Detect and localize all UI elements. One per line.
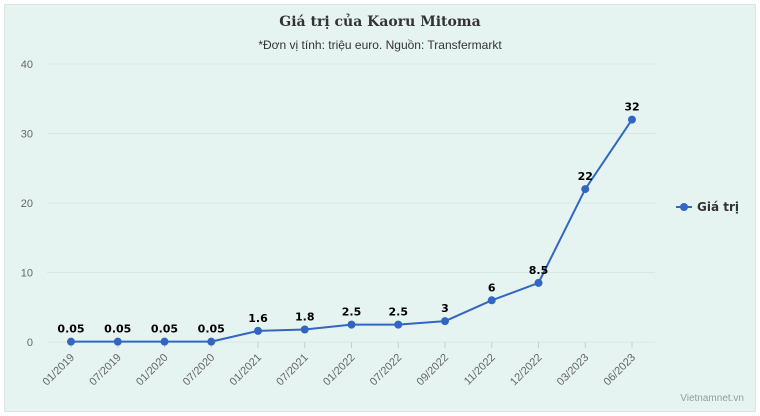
data-label: 3: [441, 302, 449, 315]
chart-frame: [4, 4, 756, 412]
y-tick-label: 10: [21, 268, 33, 280]
x-tick-label: 07/2021: [274, 352, 311, 389]
legend-label[interactable]: Giá trị: [697, 200, 739, 214]
chart-subtitle: *Đơn vị tính: triệu euro. Nguồn: Transfe…: [258, 38, 502, 52]
data-label: 22: [578, 170, 593, 183]
x-tick-label: 06/2023: [602, 352, 639, 389]
x-tick-label: 01/2019: [41, 352, 78, 389]
data-point[interactable]: [160, 337, 169, 346]
y-axis: 0 10 20 30 40: [21, 59, 33, 349]
data-point[interactable]: [207, 337, 216, 346]
data-point[interactable]: [581, 185, 590, 194]
data-label: 0.05: [57, 323, 84, 336]
data-label: 2.5: [389, 306, 409, 319]
data-point[interactable]: [254, 326, 262, 335]
data-point[interactable]: [441, 317, 449, 326]
data-label: 6: [488, 281, 496, 294]
data-point[interactable]: [628, 115, 636, 124]
legend-marker-icon: [680, 203, 688, 211]
x-tick-label: 07/2020: [181, 352, 218, 389]
data-label: 32: [624, 101, 639, 114]
y-tick-label: 30: [21, 129, 33, 141]
y-tick-label: 0: [27, 337, 33, 349]
data-label: 2.5: [342, 306, 362, 319]
data-point[interactable]: [113, 337, 122, 346]
x-tick-label: 03/2023: [555, 352, 592, 389]
x-tick-label: 01/2022: [321, 352, 358, 389]
source-credit: Vietnamnet.vn: [680, 393, 744, 404]
legend[interactable]: Giá trị: [676, 200, 739, 214]
x-axis: 01/2019 07/2019 01/2020 07/2020 01/2021 07/20…: [41, 342, 639, 389]
x-tick-label: 12/2022: [508, 352, 545, 389]
x-tick-label: 01/2020: [134, 352, 171, 389]
series-layer: 0.05 0.05 0.05 0.05 1.6 1.8 2.5 2.5 3 6 8.5 22 32: [57, 101, 640, 346]
data-point[interactable]: [347, 320, 356, 329]
y-tick-label: 40: [21, 59, 33, 71]
x-tick-label: 11/2022: [462, 352, 498, 388]
data-point[interactable]: [300, 325, 309, 334]
data-label: 1.6: [248, 312, 268, 325]
data-label: 8.5: [529, 264, 549, 277]
grid-lines: [47, 63, 655, 343]
data-point[interactable]: [394, 320, 403, 329]
chart-title: Giá trị của Kaoru Mitoma: [279, 14, 481, 30]
data-label: 1.8: [295, 310, 315, 323]
data-point[interactable]: [487, 296, 496, 305]
data-label: 0.05: [198, 323, 225, 336]
x-tick-label: 09/2022: [415, 352, 452, 389]
data-label: 0.05: [104, 323, 131, 336]
y-tick-label: 20: [21, 198, 33, 210]
data-label: 0.05: [151, 323, 178, 336]
data-point[interactable]: [534, 278, 543, 287]
x-tick-label: 07/2019: [87, 352, 124, 389]
data-point[interactable]: [67, 337, 75, 346]
x-tick-label: 01/2021: [228, 352, 265, 389]
x-tick-label: 07/2022: [368, 352, 405, 389]
